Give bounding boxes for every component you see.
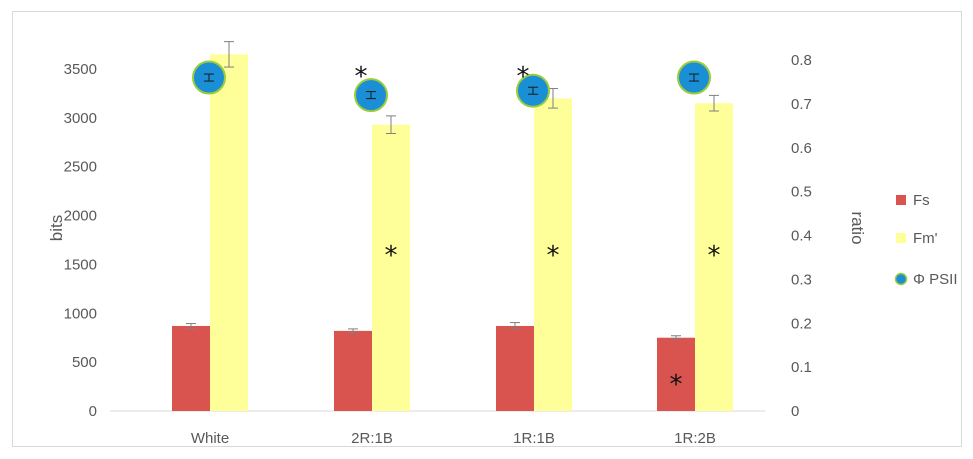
y-axis-title: bits [47,215,66,241]
error-bars [186,41,719,341]
bars [172,54,733,412]
significance-star: * [670,370,683,400]
x-ticks: White 2R:1B 1R:1B 1R:2B [191,430,716,447]
legend: Fs Fm' Φ PSII [894,192,957,288]
significance-star: * [708,241,721,271]
bar-fs [657,337,695,411]
y-axis-right-title: ratio [848,211,867,244]
legend-label: Φ PSII [913,271,957,288]
y-right-tick-label: 0.8 [791,52,812,69]
x-tick-label: 2R:1B [351,430,393,447]
y-right-tick-label: 0.1 [791,359,812,376]
bar-fm [210,54,248,411]
bar-fs [334,330,372,411]
bar-fm [534,98,572,412]
chart-frame [12,11,962,447]
y-right-tick-label: 0.6 [791,140,812,157]
x-tick-label: 1R:2B [674,430,716,447]
y-ticks-left: 0 500 1000 1500 2000 2500 3000 3500 [64,61,97,420]
legend-swatch [896,195,906,205]
bar-fs [496,325,534,411]
y-tick-label: 3000 [64,110,97,127]
y-tick-label: 1000 [64,305,97,322]
bar-fm [372,124,410,411]
legend-label: Fs [913,192,930,209]
x-tick-label: White [191,430,229,447]
y-ticks-right: 0 0.1 0.2 0.3 0.4 0.5 0.6 0.7 0.8 [791,52,812,420]
significance-star: * [547,241,560,271]
legend-swatch-psii [894,272,908,286]
x-tick-label: 1R:1B [513,430,555,447]
y-right-tick-label: 0 [791,403,799,420]
y-tick-label: 3500 [64,61,97,78]
significance-star: * [517,62,530,92]
significance-markers: * * * * * * [355,62,721,400]
significance-star: * [355,62,368,92]
bar-fm [695,103,733,411]
y-right-tick-label: 0.7 [791,96,812,113]
y-tick-label: 500 [72,354,97,371]
y-tick-label: 0 [89,403,97,420]
legend-label: Fm' [913,230,938,247]
psii-markers [192,60,711,113]
y-right-tick-label: 0.2 [791,315,812,332]
y-tick-label: 2500 [64,159,97,176]
y-right-tick-label: 0.5 [791,184,812,201]
y-tick-label: 2000 [64,208,97,225]
y-tick-label: 1500 [64,256,97,273]
significance-star: * [385,241,398,271]
bar-fs [172,325,210,411]
y-right-tick-label: 0.3 [791,271,812,288]
y-right-tick-label: 0.4 [791,228,812,245]
legend-swatch [896,233,906,243]
